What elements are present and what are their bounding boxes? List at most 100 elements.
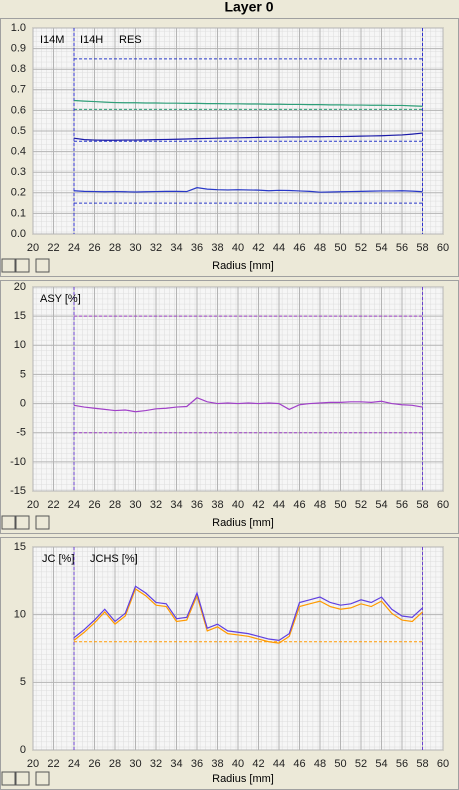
y-tick-label: 0: [20, 397, 26, 409]
x-tick-label: 34: [170, 242, 182, 254]
y-tick-label: 0: [20, 744, 26, 756]
x-tick-label: 58: [416, 499, 428, 511]
legend-entry: RES: [119, 34, 142, 46]
x-tick-label: 50: [334, 242, 346, 254]
x-tick-label: 38: [211, 499, 223, 511]
toolbar-pan-button[interactable]: [35, 771, 50, 786]
y-tick-label: 1.0: [11, 22, 26, 34]
x-tick-label: 22: [47, 758, 59, 770]
toolbar-zoom-button[interactable]: [1, 258, 16, 273]
x-tick-label: 56: [396, 758, 408, 770]
x-tick-label: 22: [47, 499, 59, 511]
data-line: [73, 585, 423, 642]
y-tick-label: 0.4: [11, 146, 26, 158]
x-tick-label: 48: [314, 499, 326, 511]
y-tick-label: 0.0: [11, 228, 26, 240]
legend-entry: I14M: [40, 34, 64, 46]
y-tick-label: 0.9: [11, 43, 26, 55]
y-tick-label: 15: [14, 310, 26, 322]
x-tick-label: 34: [170, 499, 182, 511]
y-tick-label: 0.5: [11, 125, 26, 137]
y-tick-label: 5: [20, 368, 26, 380]
y-tick-label: 10: [14, 339, 26, 351]
x-tick-label: 26: [88, 758, 100, 770]
toolbar-add-button[interactable]: [15, 258, 30, 273]
x-axis-label: Radius [mm]: [212, 517, 274, 529]
y-tick-label: 10: [14, 609, 26, 621]
x-tick-label: 58: [416, 242, 428, 254]
legend-entry: JCHS [%]: [90, 553, 138, 565]
x-tick-label: 56: [396, 499, 408, 511]
y-tick-label: 0.1: [11, 207, 26, 219]
data-line: [73, 132, 423, 141]
x-tick-label: 54: [375, 499, 387, 511]
x-tick-label: 36: [191, 499, 203, 511]
data-line: [73, 588, 423, 644]
x-axis-label: Radius [mm]: [212, 260, 274, 272]
toolbar-add-button[interactable]: [15, 515, 30, 530]
toolbar-pan-button[interactable]: [35, 515, 50, 530]
x-tick-label: 44: [273, 242, 285, 254]
data-line: [73, 99, 423, 107]
data-line: [73, 187, 423, 193]
x-tick-label: 42: [252, 499, 264, 511]
x-tick-label: 52: [355, 758, 367, 770]
data-line: [73, 397, 423, 413]
y-tick-label: 20: [14, 281, 26, 293]
x-tick-label: 48: [314, 758, 326, 770]
x-tick-label: 30: [129, 499, 141, 511]
x-tick-label: 40: [232, 758, 244, 770]
x-tick-label: 58: [416, 758, 428, 770]
x-tick-label: 44: [273, 499, 285, 511]
x-tick-label: 42: [252, 758, 264, 770]
x-tick-label: 24: [68, 499, 80, 511]
x-tick-label: 46: [293, 242, 305, 254]
x-tick-label: 20: [27, 242, 39, 254]
x-tick-label: 60: [437, 499, 449, 511]
y-tick-label: 5: [20, 676, 26, 688]
y-tick-label: 0.6: [11, 104, 26, 116]
legend-entry: ASY [%]: [40, 293, 81, 305]
x-tick-label: 28: [109, 242, 121, 254]
toolbar-zoom-button[interactable]: [1, 771, 16, 786]
x-tick-label: 36: [191, 758, 203, 770]
x-tick-label: 36: [191, 242, 203, 254]
x-tick-label: 34: [170, 758, 182, 770]
y-tick-label: 0.8: [11, 63, 26, 75]
legend-entry: JC [%]: [42, 553, 74, 565]
x-tick-label: 24: [68, 758, 80, 770]
x-tick-label: 24: [68, 242, 80, 254]
x-tick-label: 44: [273, 758, 285, 770]
toolbar-zoom-button[interactable]: [1, 515, 16, 530]
x-tick-label: 20: [27, 499, 39, 511]
x-tick-label: 22: [47, 242, 59, 254]
y-tick-label: -5: [16, 427, 26, 439]
x-tick-label: 54: [375, 758, 387, 770]
y-tick-label: 0.2: [11, 187, 26, 199]
x-tick-label: 26: [88, 499, 100, 511]
x-tick-label: 20: [27, 758, 39, 770]
toolbar-add-button[interactable]: [15, 771, 30, 786]
x-tick-label: 32: [150, 499, 162, 511]
x-tick-label: 32: [150, 758, 162, 770]
x-tick-label: 46: [293, 758, 305, 770]
x-tick-label: 40: [232, 499, 244, 511]
x-tick-label: 54: [375, 242, 387, 254]
x-tick-label: 38: [211, 758, 223, 770]
x-tick-label: 28: [109, 758, 121, 770]
x-tick-label: 42: [252, 242, 264, 254]
x-tick-label: 46: [293, 499, 305, 511]
x-tick-label: 38: [211, 242, 223, 254]
x-tick-label: 60: [437, 758, 449, 770]
y-tick-label: 0.7: [11, 84, 26, 96]
window-title: Layer 0: [224, 0, 273, 15]
toolbar-pan-button[interactable]: [35, 258, 50, 273]
x-tick-label: 40: [232, 242, 244, 254]
x-tick-label: 30: [129, 758, 141, 770]
y-tick-label: -15: [10, 485, 26, 497]
y-tick-label: 15: [14, 541, 26, 553]
x-tick-label: 50: [334, 758, 346, 770]
legend-entry: I14H: [80, 34, 103, 46]
x-tick-label: 30: [129, 242, 141, 254]
x-tick-label: 48: [314, 242, 326, 254]
